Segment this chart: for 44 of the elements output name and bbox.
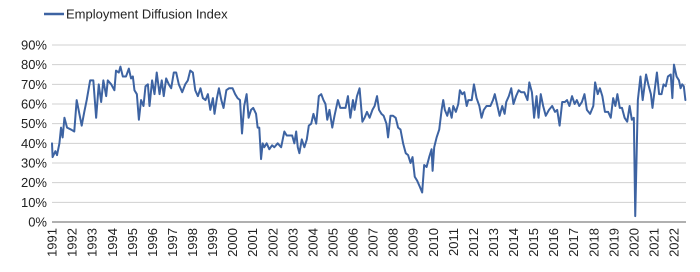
- y-tick-label: 20%: [20, 175, 48, 190]
- y-tick-label: 90%: [20, 38, 48, 53]
- x-tick-label: 2011: [446, 228, 461, 256]
- y-tick-label: 80%: [20, 57, 48, 72]
- x-tick-label: 2021: [646, 228, 662, 257]
- x-tick-label: 2008: [386, 228, 401, 257]
- x-tick-label: 2010: [426, 228, 441, 257]
- x-tick-label: 2020: [626, 228, 642, 257]
- x-tick-label: 2004: [305, 228, 320, 257]
- x-tick-label: 2019: [606, 228, 622, 257]
- y-tick-label: 0%: [28, 214, 48, 230]
- x-tick-label: 2017: [566, 228, 582, 257]
- x-tick-label: 2001: [245, 228, 260, 257]
- line-series: [51, 64, 686, 218]
- y-tick-label: 40%: [20, 136, 48, 151]
- x-tick-label: 2005: [325, 228, 340, 257]
- x-tick-label: 2016: [546, 228, 562, 257]
- x-tick-label: 2006: [346, 228, 360, 257]
- x-tick-label: 2013: [486, 228, 501, 257]
- x-tick-label: 2002: [265, 228, 280, 257]
- x-tick-label: 1991: [44, 228, 60, 257]
- x-tick-label: 2007: [366, 228, 381, 257]
- x-tick-label: 2018: [586, 228, 602, 257]
- x-tick-label: 2009: [406, 228, 421, 257]
- x-tick-label: 1996: [144, 228, 160, 257]
- x-tick-label: 1994: [104, 228, 120, 257]
- x-tick-label: 1993: [84, 228, 100, 257]
- x-tick-label: 1998: [184, 228, 200, 257]
- y-tick-label: 70%: [20, 76, 48, 92]
- x-tick-label: 1992: [64, 228, 80, 257]
- x-tick-label: 2014: [506, 228, 522, 257]
- x-tick-label: 2003: [285, 228, 300, 257]
- x-tick-label: 2000: [225, 228, 240, 257]
- x-tick-label: 1999: [205, 228, 220, 257]
- legend-label: Employment Diffusion Index: [66, 6, 228, 22]
- x-tick-label: 1997: [164, 228, 180, 257]
- x-tick-label: 1995: [124, 228, 140, 257]
- y-tick-label: 10%: [20, 194, 48, 210]
- y-tick-label: 50%: [20, 116, 48, 132]
- x-tick-label: 2022: [666, 228, 682, 257]
- y-tick-label: 60%: [20, 96, 48, 112]
- x-tick-label: 2012: [466, 228, 481, 257]
- x-tick-label: 2015: [526, 228, 542, 257]
- y-tick-label: 30%: [20, 156, 48, 171]
